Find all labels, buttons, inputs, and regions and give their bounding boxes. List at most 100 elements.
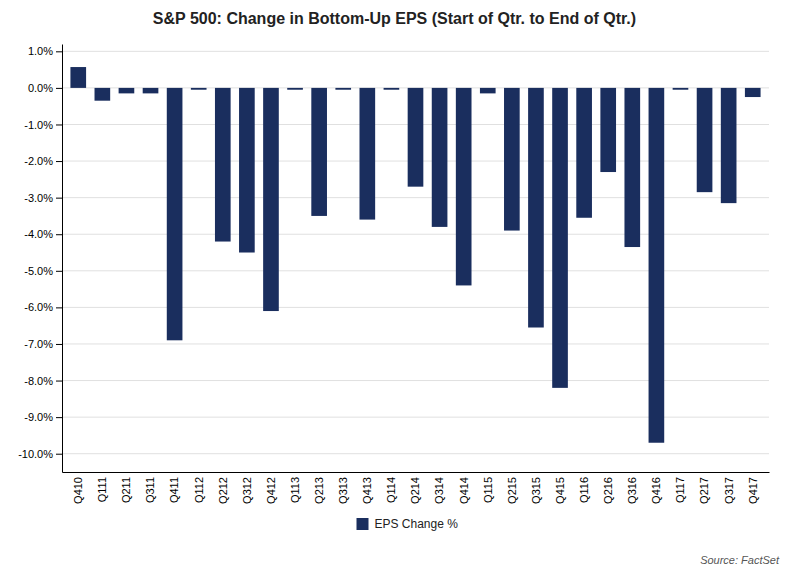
bar (649, 88, 665, 443)
bar (673, 88, 689, 90)
bar (335, 88, 351, 90)
y-axis: 1.0%0.0%-1.0%-2.0%-3.0%-4.0%-5.0%-6.0%-7… (18, 45, 62, 473)
x-tick: Q113 (289, 477, 301, 503)
y-tick-mark (56, 307, 62, 308)
x-tick: Q417 (747, 477, 759, 504)
y-tick: -1.0% (24, 118, 62, 130)
x-tick: Q311 (144, 477, 156, 503)
x-tick: Q415 (554, 477, 566, 504)
y-tick-label: -4.0% (24, 228, 53, 240)
x-tick: Q312 (241, 477, 253, 504)
y-tick: -7.0% (24, 338, 62, 350)
y-tick-label: 1.0% (28, 45, 53, 57)
x-tick: Q313 (337, 477, 349, 504)
y-tick-label: -9.0% (24, 411, 53, 423)
legend-label: EPS Change % (375, 517, 459, 531)
x-tick: Q315 (530, 477, 542, 504)
bar (408, 88, 424, 187)
bar (70, 67, 86, 88)
y-tick-mark (56, 417, 62, 418)
x-tick-label: Q114 (385, 477, 397, 503)
grid-line (62, 453, 769, 454)
x-tick: Q117 (674, 477, 686, 503)
x-tick-label: Q112 (193, 477, 205, 503)
y-axis-line (62, 45, 63, 473)
y-tick: -9.0% (24, 411, 62, 423)
x-tick: Q116 (578, 477, 590, 503)
y-tick-mark (56, 124, 62, 125)
y-tick-mark (56, 271, 62, 272)
chart-container: S&P 500: Change in Bottom-Up EPS (Start … (0, 0, 789, 572)
bar (697, 88, 713, 192)
x-tick: Q114 (385, 477, 397, 503)
x-tick: Q211 (120, 477, 132, 503)
y-tick: -6.0% (24, 301, 62, 313)
bars (70, 67, 760, 443)
x-tick: Q317 (723, 477, 735, 504)
x-tick: Q316 (626, 477, 638, 504)
y-tick: -4.0% (24, 228, 62, 240)
y-tick-label: 0.0% (28, 82, 53, 94)
x-tick: Q214 (409, 477, 421, 504)
y-tick-mark (56, 161, 62, 162)
x-tick-label: Q113 (289, 477, 301, 503)
annotation: Source: FactSet (700, 554, 780, 566)
bar (504, 88, 520, 231)
x-tick-label: Q213 (313, 477, 325, 504)
x-tick: Q416 (650, 477, 662, 504)
legend: EPS Change % (357, 517, 459, 531)
y-tick-label: -8.0% (24, 375, 53, 387)
y-tick: -8.0% (24, 375, 62, 387)
y-tick: -10.0% (18, 448, 62, 460)
bar (456, 88, 472, 286)
bar (624, 88, 640, 247)
bar (239, 88, 255, 253)
x-tick-label: Q413 (361, 477, 373, 504)
x-axis: Q410 Q111 Q211 Q311 Q411 Q112 Q212 Q312 Q412 Q113… (63, 473, 770, 504)
x-tick-label: Q217 (698, 477, 710, 504)
bar (191, 88, 207, 90)
y-tick: 1.0% (28, 45, 62, 57)
y-tick-label: -10.0% (18, 448, 53, 460)
bar (359, 88, 375, 220)
bar (263, 88, 279, 311)
y-tick-mark (56, 344, 62, 345)
x-tick-label: Q311 (144, 477, 156, 503)
x-tick: Q215 (506, 477, 518, 504)
x-tick: Q212 (217, 477, 229, 504)
x-tick-label: Q412 (265, 477, 277, 504)
x-tick-label: Q212 (217, 477, 229, 504)
bar (311, 88, 327, 216)
x-tick: Q411 (168, 477, 180, 503)
legend-item: EPS Change % (357, 517, 459, 531)
y-tick-mark (56, 234, 62, 235)
title: S&P 500: Change in Bottom-Up EPS (Start … (153, 10, 636, 27)
y-tick-label: -5.0% (24, 265, 53, 277)
y-tick-label: -3.0% (24, 192, 53, 204)
bar (528, 88, 544, 328)
x-axis-line (63, 472, 770, 473)
x-tick: Q412 (265, 477, 277, 504)
x-tick-label: Q415 (554, 477, 566, 504)
x-tick-label: Q317 (723, 477, 735, 504)
bar (167, 88, 183, 340)
x-tick-label: Q117 (674, 477, 686, 503)
y-tick-label: -7.0% (24, 338, 53, 350)
bar (143, 88, 159, 93)
x-tick-label: Q416 (650, 477, 662, 504)
x-tick: Q314 (433, 477, 445, 504)
bar (721, 88, 737, 203)
x-tick-label: Q216 (602, 477, 614, 504)
grid-line (62, 51, 769, 52)
bar (745, 88, 761, 97)
x-tick-label: Q410 (72, 477, 84, 504)
legend-swatch (357, 518, 369, 530)
x-tick-label: Q411 (168, 477, 180, 503)
x-tick-label: Q417 (747, 477, 759, 504)
x-tick-label: Q115 (482, 477, 494, 503)
x-tick-label: Q116 (578, 477, 590, 503)
x-tick: Q413 (361, 477, 373, 504)
y-tick-label: -1.0% (24, 118, 53, 130)
x-tick: Q111 (96, 477, 108, 502)
bar (215, 88, 231, 242)
